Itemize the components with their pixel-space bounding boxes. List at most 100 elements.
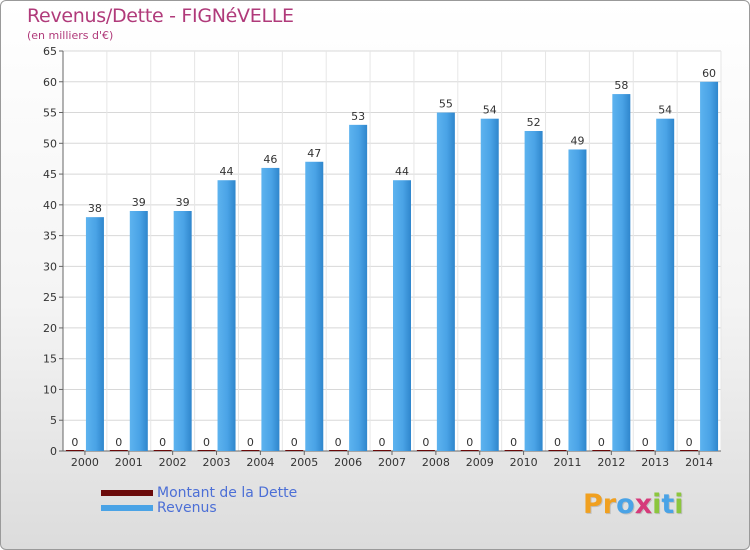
revenue-value-label: 58	[614, 79, 628, 92]
debt-value-label: 0	[422, 436, 429, 449]
revenue-bar	[173, 211, 192, 451]
y-tick-label: 30	[43, 260, 57, 273]
debt-bar	[65, 450, 84, 451]
revenue-bar	[129, 211, 148, 451]
revenue-value-label: 53	[351, 110, 365, 123]
revenue-value-label: 46	[263, 153, 277, 166]
revenue-bar	[85, 217, 104, 451]
debt-bar	[373, 450, 391, 451]
revenue-value-label: 54	[483, 104, 497, 117]
revenue-bar	[305, 161, 324, 451]
debt-value-label: 0	[642, 436, 649, 449]
logo-letter: t	[661, 489, 675, 520]
debt-bar	[241, 450, 260, 451]
x-tick-label: 2000	[71, 456, 99, 469]
debt-bar	[285, 450, 304, 451]
x-tick-label: 2012	[597, 456, 625, 469]
debt-bar	[548, 450, 567, 451]
revenue-value-label: 44	[395, 165, 409, 178]
y-tick-label: 50	[43, 137, 57, 150]
x-tick-label: 2005	[290, 456, 318, 469]
revenue-bar	[261, 167, 280, 451]
chart-title: Revenus/Dette - FIGNéVELLE	[27, 5, 294, 27]
legend-swatch-revenue	[101, 505, 153, 511]
x-tick-label: 2014	[685, 456, 713, 469]
y-tick-label: 5	[50, 414, 57, 427]
x-tick-label: 2008	[422, 456, 450, 469]
revenue-bar	[217, 180, 236, 451]
y-tick-label: 55	[43, 107, 57, 120]
x-tick-label: 2011	[553, 456, 581, 469]
y-tick-label: 60	[43, 76, 57, 89]
debt-value-label: 0	[247, 436, 254, 449]
y-tick-label: 10	[43, 383, 57, 396]
proxiti-logo: Proxiti	[583, 489, 684, 520]
debt-value-label: 0	[335, 436, 342, 449]
legend-swatch-debt	[101, 490, 153, 496]
debt-value-label: 0	[554, 436, 561, 449]
logo-letter: i	[652, 489, 662, 520]
debt-bar	[329, 450, 348, 451]
revenue-value-label: 49	[570, 134, 584, 147]
revenue-value-label: 39	[176, 196, 190, 209]
revenue-value-label: 38	[88, 202, 102, 215]
revenue-value-label: 47	[307, 147, 321, 160]
x-tick-label: 2001	[115, 456, 143, 469]
debt-bar	[636, 450, 655, 451]
revenue-bar	[436, 112, 455, 452]
revenue-bar	[568, 149, 587, 451]
debt-value-label: 0	[466, 436, 473, 449]
revenue-bar	[480, 118, 499, 451]
y-tick-label: 15	[43, 353, 57, 366]
debt-value-label: 0	[291, 436, 298, 449]
x-tick-label: 2010	[510, 456, 538, 469]
debt-bar	[680, 450, 699, 451]
x-tick-label: 2007	[378, 456, 406, 469]
y-tick-label: 35	[43, 230, 57, 243]
debt-value-label: 0	[71, 436, 78, 449]
revenue-bar	[612, 94, 631, 452]
debt-bar	[416, 450, 435, 451]
revenue-value-label: 54	[658, 104, 672, 117]
revenue-bar	[349, 124, 368, 451]
plot-area	[63, 51, 721, 451]
y-tick-label: 0	[50, 445, 57, 458]
y-tick-label: 25	[43, 291, 57, 304]
revenue-value-label: 60	[702, 67, 716, 80]
debt-value-label: 0	[379, 436, 386, 449]
y-tick-label: 45	[43, 168, 57, 181]
x-tick-label: 2013	[641, 456, 669, 469]
logo-letter: r	[602, 489, 617, 520]
logo-letter: o	[616, 489, 635, 520]
y-tick-label: 20	[43, 322, 57, 335]
debt-value-label: 0	[598, 436, 605, 449]
x-tick-label: 2006	[334, 456, 362, 469]
debt-value-label: 0	[159, 436, 166, 449]
debt-bar	[153, 450, 172, 451]
logo-letter: i	[674, 489, 684, 520]
debt-bar	[197, 450, 216, 451]
revenue-bar	[524, 131, 543, 451]
debt-value-label: 0	[115, 436, 122, 449]
x-tick-label: 2002	[159, 456, 187, 469]
revenue-bar	[393, 180, 411, 451]
revenue-value-label: 52	[527, 116, 541, 129]
legend-label-debt: Montant de la Dette	[157, 485, 298, 501]
y-tick-label: 40	[43, 199, 57, 212]
logo-letter: x	[634, 489, 653, 520]
debt-value-label: 0	[686, 436, 693, 449]
debt-bar	[460, 450, 479, 451]
debt-value-label: 0	[510, 436, 517, 449]
revenue-value-label: 55	[439, 98, 453, 111]
x-tick-label: 2004	[246, 456, 274, 469]
x-tick-label: 2009	[466, 456, 494, 469]
revenue-value-label: 44	[220, 165, 234, 178]
chart-subtitle: (en milliers d'€)	[27, 29, 114, 42]
revenue-bar	[656, 118, 675, 451]
debt-bar	[592, 450, 611, 451]
debt-value-label: 0	[203, 436, 210, 449]
bar-chart: 0 5 10 15 20 25 30 35 40 45 50 55 60 65 0 38 2000 0 39 2001…	[43, 45, 722, 469]
legend-label-revenue: Revenus	[157, 500, 217, 516]
revenue-value-label: 39	[132, 196, 146, 209]
